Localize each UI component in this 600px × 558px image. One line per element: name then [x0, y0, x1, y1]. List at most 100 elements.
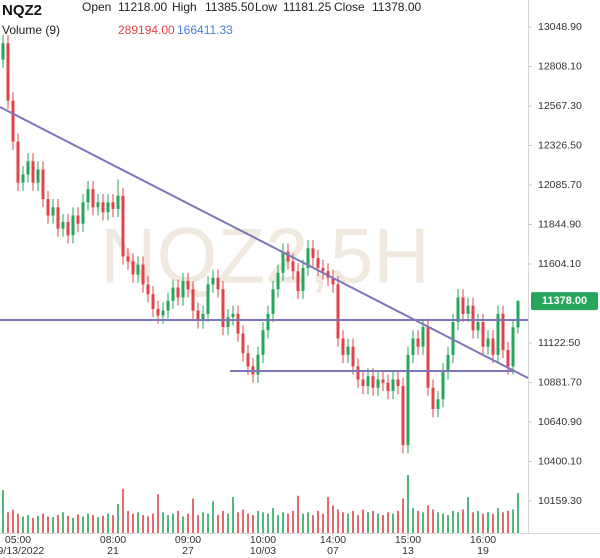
candle-body [6, 43, 10, 101]
y-tick-label: 12567.30 [538, 100, 582, 112]
header-label: High [172, 0, 197, 14]
y-tick-label: 12326.50 [538, 139, 582, 151]
volume-bar [27, 515, 29, 533]
volume-bar [272, 508, 274, 533]
candle-body [41, 169, 45, 200]
candle-body [471, 305, 475, 331]
candle-body [151, 294, 155, 309]
volume-bar [282, 512, 284, 533]
candle-body [371, 376, 375, 388]
candle-body [301, 267, 305, 291]
y-tick-label: 10159.30 [538, 495, 582, 507]
candle-body [436, 399, 440, 410]
candle-body [401, 386, 405, 446]
price-label: 11378.00 [542, 295, 587, 307]
volume-bar [17, 513, 19, 533]
candle-body [1, 43, 5, 60]
candle-body [336, 284, 340, 339]
volume-bar [472, 512, 474, 533]
volume-bar [117, 504, 119, 533]
candle-body [266, 313, 270, 331]
y-tick-label: 10400.10 [538, 455, 582, 467]
candle-body [26, 161, 30, 175]
volume-bar [37, 515, 39, 533]
candle-body [501, 313, 505, 350]
candle-body [311, 248, 315, 259]
x-date-label: 13 [402, 545, 414, 557]
volume-bar [92, 515, 94, 533]
volume-bar [207, 513, 209, 533]
volume-bar [512, 509, 514, 533]
candle-body [131, 261, 135, 275]
volume-bar [497, 508, 499, 533]
candle-body [201, 313, 205, 321]
volume-bar [237, 512, 239, 533]
volume-bar [12, 509, 14, 533]
candle-body [261, 330, 265, 355]
candle-body [111, 202, 115, 209]
candle-body [66, 222, 70, 236]
volume-bar [152, 513, 154, 533]
x-date-label: 21 [107, 545, 119, 557]
x-tick-label: 09:00 [175, 534, 201, 546]
candle-body [466, 305, 470, 314]
candle-body [341, 338, 345, 355]
candle-body [71, 215, 75, 236]
candle-body [491, 338, 495, 355]
y-tick-label: 12808.10 [538, 60, 582, 72]
volume-bar [227, 513, 229, 533]
candle-body [416, 338, 420, 347]
volume-bar [382, 515, 384, 533]
volume-bar [52, 517, 54, 533]
candle-body [421, 327, 425, 347]
volume-bar [357, 515, 359, 533]
volume-bar [147, 516, 149, 533]
volume-bar [77, 514, 79, 533]
candle-body [21, 174, 25, 183]
trend-line [0, 106, 529, 379]
volume-bar [217, 515, 219, 533]
candle-body [376, 379, 380, 388]
volume-bar [427, 505, 429, 533]
volume-bar [442, 513, 444, 533]
volume-bar [347, 513, 349, 533]
volume-bar [177, 510, 179, 533]
volume-bar [262, 512, 264, 533]
volume-bar [112, 515, 114, 533]
candle-body [361, 379, 365, 387]
volume-bar [362, 509, 364, 533]
candle-body [231, 313, 235, 318]
volume-bar [327, 497, 329, 533]
candle-body [276, 272, 280, 290]
candle-body [306, 248, 310, 268]
candle-body [176, 287, 180, 298]
volume-bar [102, 515, 104, 533]
volume-bar [397, 510, 399, 533]
volume-bar [462, 509, 464, 533]
volume-bar [257, 510, 259, 533]
x-tick-label: 10:00 [250, 534, 276, 546]
x-tick-label: 15:00 [395, 534, 421, 546]
x-tick-label: 05:00 [5, 534, 31, 546]
watermark: NQZ2,5H [100, 212, 429, 300]
volume-bar [172, 513, 174, 533]
volume-bar [137, 512, 139, 533]
volume-bar [67, 515, 69, 533]
candle-body [426, 327, 430, 388]
candle-body [121, 195, 125, 257]
candle-body [211, 277, 215, 285]
candle-body [156, 308, 160, 316]
volume-bar [417, 510, 419, 533]
candle-body [46, 199, 50, 216]
x-date-label: 19 [477, 545, 489, 557]
candle-body [226, 317, 230, 328]
volume-bar [492, 513, 494, 533]
candle-body [481, 322, 485, 347]
volume-bar [432, 509, 434, 533]
header-value: 11378.00 [372, 0, 421, 14]
volume-bar [502, 512, 504, 533]
candle-body [406, 354, 410, 446]
y-tick-label: 11844.90 [538, 218, 581, 230]
volume-bar [477, 510, 479, 533]
